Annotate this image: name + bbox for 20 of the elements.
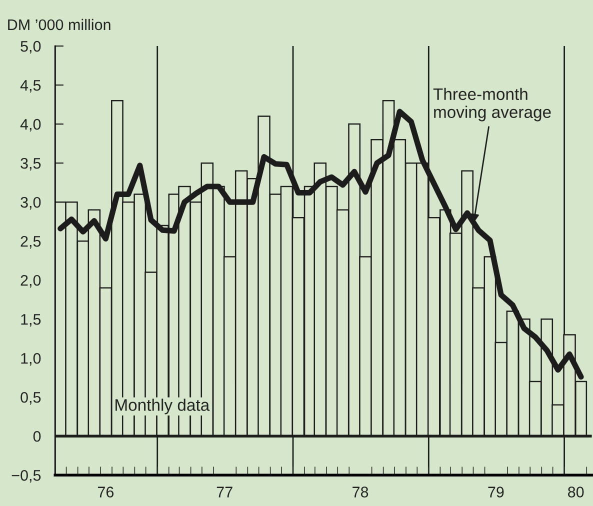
y-tick-label: 0,5 — [20, 392, 41, 405]
y-tick-label: 1,5 — [21, 314, 41, 327]
y-tick-label: 4,0 — [20, 118, 41, 132]
y-tick-label: 5,0 — [20, 40, 41, 54]
x-tick-label: 77 — [216, 486, 232, 498]
x-tick-label: 80 — [568, 486, 584, 498]
y-tick-label: 0 — [33, 430, 41, 442]
y-tick-label: 3,0 — [20, 196, 41, 210]
annotation: Monthly data — [116, 398, 210, 414]
x-tick-label: 78 — [352, 486, 368, 498]
y-tick-label: −0,5 — [12, 470, 41, 483]
y-axis-title: DM ’000 million — [8, 18, 110, 30]
y-tick-label: 3,5 — [20, 158, 41, 171]
x-tick-label: 79 — [488, 486, 504, 498]
y-tick-label: 2,0 — [20, 274, 41, 288]
y-tick-label: 4,5 — [20, 80, 41, 93]
annotation: Three-month moving average — [433, 88, 551, 122]
x-tick-label: 76 — [98, 486, 114, 498]
y-tick-label: 1,0 — [21, 352, 41, 366]
y-tick-label: 2,5 — [20, 236, 41, 249]
